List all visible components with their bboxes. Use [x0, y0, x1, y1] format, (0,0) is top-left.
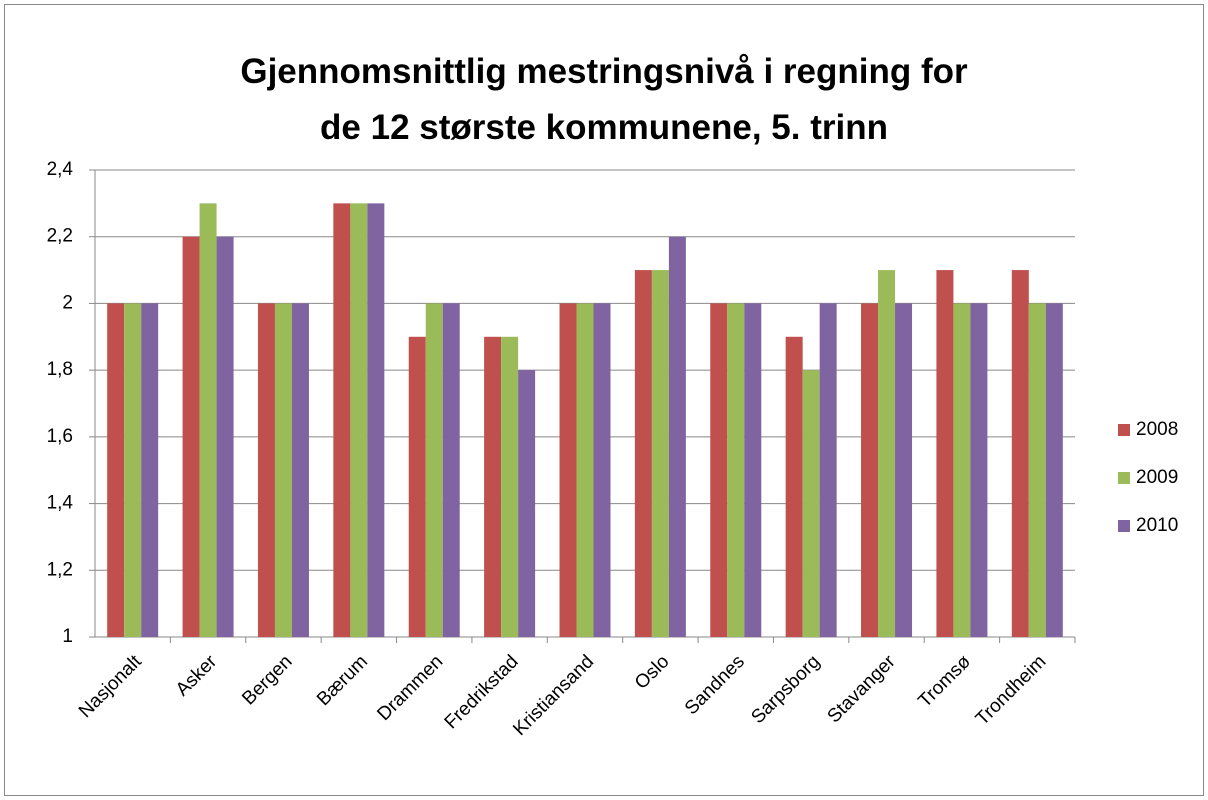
bar	[274, 303, 292, 637]
bar	[576, 303, 594, 637]
y-tick-label: 1,4	[47, 493, 74, 514]
bar	[484, 336, 502, 637]
bar	[727, 303, 745, 637]
x-tick-label: Bærum	[313, 651, 372, 710]
bar	[367, 203, 385, 637]
bar	[744, 303, 762, 637]
bar	[1028, 303, 1046, 637]
x-tick-label: Fredrikstad	[441, 651, 523, 733]
x-tick-label: Trondheim	[972, 651, 1051, 730]
legend-label: 2008	[1136, 419, 1178, 440]
bar	[802, 370, 820, 637]
legend-swatch	[1118, 520, 1130, 532]
legend-swatch	[1118, 472, 1130, 484]
legend-label: 2009	[1136, 467, 1178, 488]
bar	[1011, 270, 1029, 637]
bar	[895, 303, 913, 637]
bar	[651, 270, 669, 637]
bar	[124, 303, 142, 637]
bar	[216, 236, 234, 637]
bar	[785, 336, 803, 637]
y-tick-label: 1,6	[47, 426, 73, 447]
chart-title: Gjennomsnittlig mestringsnivå i regning …	[240, 52, 968, 147]
bar	[953, 303, 971, 637]
title-box: Gjennomsnittlig mestringsnivå i regning …	[0, 44, 1208, 156]
bar	[291, 303, 309, 637]
x-tick-label: Nasjonalt	[75, 651, 146, 722]
x-tick-label: Bergen	[238, 651, 296, 709]
bar	[199, 203, 217, 637]
y-tick-label: 2,4	[47, 159, 74, 180]
y-tick-label: 2	[62, 292, 73, 313]
x-tick-label: Stavanger	[824, 651, 901, 728]
legend-swatch	[1118, 424, 1130, 436]
bar	[634, 270, 652, 637]
bar	[819, 303, 837, 637]
bar	[1045, 303, 1063, 637]
bar	[559, 303, 577, 637]
bar	[970, 303, 988, 637]
y-tick-label: 1,8	[47, 359, 73, 380]
bar	[425, 303, 443, 637]
x-tick-label: Tromsø	[914, 651, 975, 712]
bar	[350, 203, 368, 637]
y-tick-label: 2,2	[47, 226, 73, 247]
bar	[936, 270, 954, 637]
x-tick-label: Sarpsborg	[747, 651, 824, 728]
bar	[861, 303, 879, 637]
bar	[710, 303, 728, 637]
bar	[518, 370, 536, 637]
bar	[333, 203, 351, 637]
bar	[182, 236, 200, 637]
chart-border	[4, 4, 1204, 796]
bar	[501, 336, 519, 637]
x-tick-label: Drammen	[373, 651, 447, 725]
bar	[593, 303, 611, 637]
x-tick-label: Asker	[172, 651, 222, 701]
bar	[257, 303, 275, 637]
x-tick-label: Oslo	[631, 651, 673, 693]
x-tick-label: Sandnes	[681, 651, 749, 719]
legend-label: 2010	[1136, 515, 1178, 536]
bar	[668, 236, 686, 637]
bar	[141, 303, 159, 637]
y-tick-label: 1,2	[47, 559, 73, 580]
bar	[878, 270, 896, 637]
x-tick-label: Kristiansand	[509, 651, 598, 740]
bar	[107, 303, 125, 637]
bar	[442, 303, 460, 637]
bar	[408, 336, 426, 637]
y-tick-label: 1	[62, 626, 73, 647]
